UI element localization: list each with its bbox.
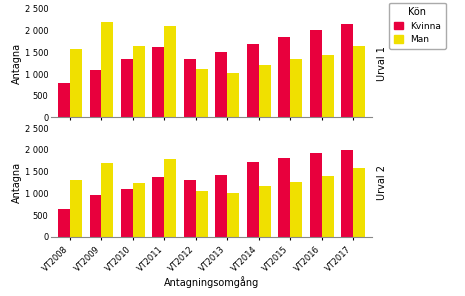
Bar xyxy=(184,180,196,237)
Bar xyxy=(259,186,271,237)
Legend: Kvinna, Man: Kvinna, Man xyxy=(389,3,445,49)
Bar xyxy=(353,168,365,237)
Bar xyxy=(278,37,290,118)
Bar xyxy=(215,52,227,118)
Bar xyxy=(341,24,353,118)
Bar xyxy=(341,149,353,237)
Bar xyxy=(290,182,302,237)
Bar xyxy=(322,55,333,118)
Bar xyxy=(227,73,239,118)
Bar xyxy=(58,209,70,237)
Bar xyxy=(227,193,239,237)
Bar xyxy=(290,59,302,118)
Bar xyxy=(153,177,165,237)
X-axis label: Antagningsomgång: Antagningsomgång xyxy=(164,276,259,288)
Bar xyxy=(165,159,176,237)
Bar xyxy=(70,49,82,118)
Bar xyxy=(101,163,113,237)
Bar xyxy=(121,59,133,118)
Bar xyxy=(259,65,271,118)
Bar xyxy=(196,191,208,237)
Y-axis label: Antagna: Antagna xyxy=(12,43,22,84)
Bar xyxy=(70,180,82,237)
Bar xyxy=(184,59,196,118)
Bar xyxy=(90,70,101,118)
Bar xyxy=(310,152,322,237)
Text: Urval 1: Urval 1 xyxy=(377,46,387,81)
Bar xyxy=(196,69,208,118)
Bar xyxy=(133,46,145,118)
Y-axis label: Antagna: Antagna xyxy=(12,162,22,203)
Bar xyxy=(278,158,290,237)
Bar xyxy=(58,83,70,118)
Bar xyxy=(322,176,333,237)
Bar xyxy=(101,22,113,118)
Bar xyxy=(90,195,101,237)
Bar xyxy=(165,26,176,118)
Text: Urval 2: Urval 2 xyxy=(377,165,387,200)
Bar xyxy=(121,189,133,237)
Bar xyxy=(310,30,322,118)
Bar xyxy=(133,183,145,237)
Bar xyxy=(353,46,365,118)
Bar xyxy=(247,44,259,118)
Bar xyxy=(247,162,259,237)
Bar xyxy=(215,175,227,237)
Bar xyxy=(153,47,165,118)
